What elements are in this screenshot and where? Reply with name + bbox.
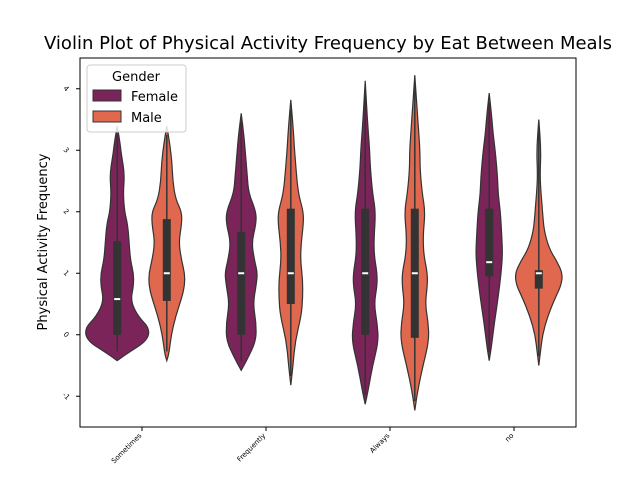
iqr-box-female-no [485, 208, 494, 277]
chart-title: Violin Plot of Physical Activity Frequen… [44, 33, 612, 54]
legend-swatch-male [92, 110, 122, 123]
iqr-box-male-frequently [286, 208, 295, 304]
y-tick-label: -1 [61, 391, 72, 402]
y-tick-label: 1 [62, 269, 71, 278]
y-tick-label: 0 [62, 330, 71, 339]
y-axis: -1 0 1 2 3 4 [61, 84, 80, 402]
iqr-box-male-sometimes [162, 219, 171, 301]
legend-swatch-female [92, 89, 122, 102]
legend-label-male: Male [131, 111, 162, 126]
y-axis-label: Physical Activity Frequency [36, 153, 51, 330]
legend-title: Gender [112, 70, 161, 85]
legend-label-female: Female [131, 90, 178, 105]
iqr-box-female-always [361, 208, 370, 335]
iqr-box-female-frequently [237, 232, 246, 335]
x-tick-label: Frequently [236, 432, 268, 464]
x-tick-label: Always [368, 432, 391, 455]
plot-frame [79, 57, 577, 428]
iqr-box-male-no [534, 270, 543, 289]
x-tick-label: Sometimes [110, 432, 144, 466]
x-tick-label: no [504, 432, 516, 444]
y-tick-label: 3 [62, 146, 71, 155]
iqr-box-female-sometimes [113, 241, 122, 335]
y-tick-label: 2 [62, 207, 71, 216]
legend: Gender Female Male [86, 64, 187, 133]
y-tick-label: 4 [62, 84, 71, 93]
violin-layer [85, 75, 563, 411]
x-axis: Sometimes Frequently Always no [110, 427, 515, 465]
